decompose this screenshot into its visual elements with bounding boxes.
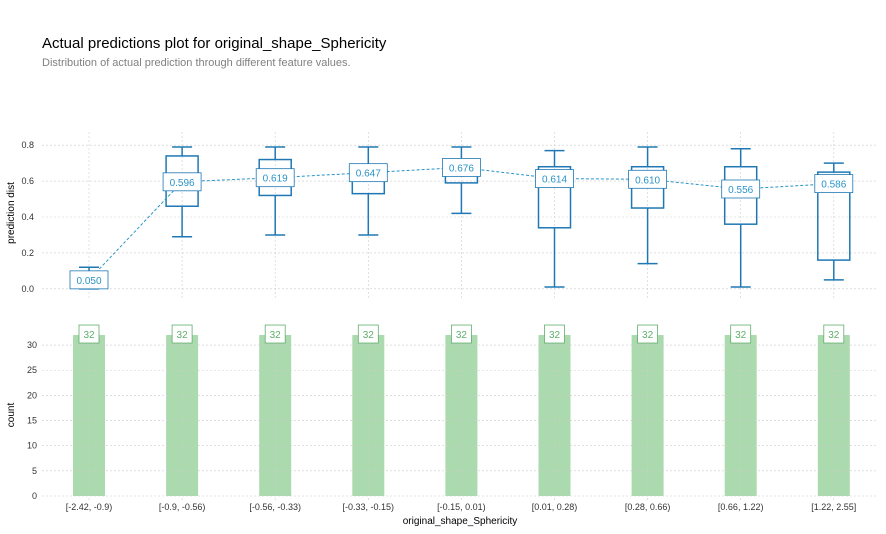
bottom-y-tick-label: 25	[27, 365, 37, 375]
prediction-dist-axis-label: prediction dist	[6, 182, 17, 244]
mean-label: 0.647	[356, 169, 381, 180]
mean-label-box	[348, 163, 388, 183]
mean-label: 0.614	[542, 175, 567, 186]
x-tick-label: [-0.56, -0.33)	[249, 502, 301, 512]
count-label-box	[171, 324, 193, 344]
top-y-tick-label: 0.6	[21, 176, 34, 186]
count-label: 32	[549, 330, 561, 341]
mean-line	[88, 166, 834, 281]
count-label: 32	[177, 330, 189, 341]
count-label: 32	[270, 330, 282, 341]
prediction-dist-plot: 0.0 0.2 0.4 0.6 0.8 0.050 0.596 0.619 0.647 0.676…	[21, 132, 878, 300]
count-label: 32	[456, 330, 468, 341]
mean-label: 0.586	[821, 180, 846, 191]
bottom-y-tick-label: 5	[32, 466, 37, 476]
x-tick-label: [-2.42, -0.9)	[66, 502, 113, 512]
x-tick-label: [0.66, 1.22)	[718, 502, 764, 512]
mean-label: 0.619	[263, 174, 288, 185]
count-label-box	[637, 324, 658, 344]
mean-label-box	[69, 270, 109, 290]
x-axis-label: original_shape_Sphericity	[403, 516, 518, 527]
chart-title: Actual predictions plot for original_sha…	[42, 35, 387, 52]
box-body	[817, 171, 851, 261]
mean-label: 0.050	[76, 276, 101, 287]
x-tick-label: [-0.33, -0.15)	[343, 502, 395, 512]
x-tick-label: [0.28, 0.66)	[625, 502, 671, 512]
count-label-box	[544, 324, 565, 344]
mean-label: 0.610	[635, 175, 660, 186]
count-label: 32	[828, 330, 840, 341]
bottom-y-tick-label: 20	[27, 390, 37, 400]
x-tick-label: [-0.9, -0.56)	[159, 502, 206, 512]
mean-label-box	[441, 158, 481, 177]
x-tick-label: [-0.15, 0.01)	[437, 502, 486, 512]
top-y-tick-label: 0.0	[21, 284, 34, 294]
mean-label-box	[255, 168, 295, 188]
count-label-box	[823, 324, 845, 344]
mean-label-box	[162, 172, 202, 192]
box-2	[258, 146, 292, 236]
count-label-box	[450, 324, 472, 344]
box-3	[351, 146, 386, 236]
count-axis-label: count	[6, 403, 17, 428]
top-y-tick-label: 0.4	[21, 212, 34, 222]
top-y-tick-label: 0.2	[21, 248, 34, 258]
mean-label: 0.676	[449, 163, 474, 174]
mean-label-box	[721, 179, 761, 199]
mean-label-box	[814, 174, 854, 194]
count-label-box	[78, 324, 100, 344]
count-label-box	[264, 324, 286, 344]
top-y-tick-label: 0.8	[21, 140, 34, 150]
count-bar-plot: 0 5 10 15 20 25 30 32 32 32 32 32 32 32 32 32 [-2.42, -0…	[27, 324, 878, 512]
chart-subtitle: Distribution of actual prediction throug…	[42, 57, 351, 69]
bottom-y-tick-label: 0	[32, 491, 37, 501]
count-label-box	[357, 324, 379, 344]
count-label: 32	[83, 330, 95, 341]
count-label: 32	[735, 330, 747, 341]
bottom-y-tick-label: 10	[27, 441, 37, 451]
count-label: 32	[363, 330, 375, 341]
count-label-box	[730, 324, 752, 344]
mean-label: 0.556	[728, 185, 753, 196]
count-label: 32	[642, 330, 654, 341]
mean-label: 0.596	[170, 178, 195, 189]
x-tick-label: [1.22, 2.55]	[811, 502, 856, 512]
box-body	[537, 165, 572, 229]
bottom-y-tick-label: 15	[27, 416, 37, 426]
bottom-y-tick-label: 30	[27, 340, 37, 350]
x-tick-label: [0.01, 0.28)	[532, 502, 578, 512]
mean-label-box	[628, 169, 667, 189]
mean-label-box	[535, 169, 574, 188]
